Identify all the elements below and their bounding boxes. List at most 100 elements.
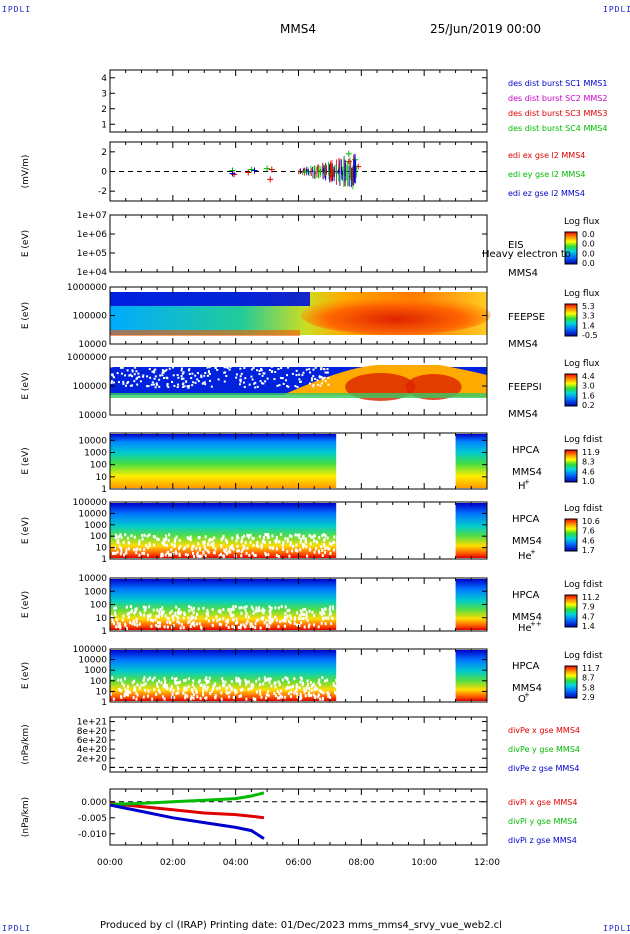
spectrogram-feepsi-speckle: [133, 380, 136, 383]
spectrogram-feepsi-speckle: [137, 372, 140, 375]
spectrogram-speckle: [298, 613, 301, 617]
spectrogram-speckle: [323, 550, 326, 554]
spectrogram-feepsi-speckle: [176, 374, 179, 377]
panel-hpca-he1: [109, 501, 578, 560]
spectrogram-speckle: [318, 536, 321, 540]
spectrogram-speckle: [321, 676, 324, 680]
spectrogram-speckle: [296, 611, 299, 615]
spectrogram-speckle: [264, 533, 267, 537]
spectrogram-speckle: [249, 624, 252, 628]
spectrogram-speckle: [253, 697, 256, 701]
spectrogram-speckle: [189, 697, 192, 701]
spectrogram-feepsi-speckle: [180, 377, 183, 380]
spectrogram-speckle: [147, 678, 150, 682]
spectrogram-speckle: [186, 553, 189, 557]
spectrogram-speckle: [327, 693, 330, 697]
spectrogram-speckle: [261, 607, 264, 611]
spectrogram-speckle: [205, 696, 208, 700]
y-tick-label: 10: [96, 614, 108, 624]
panel-edi: [109, 141, 488, 202]
spectrogram-speckle: [190, 688, 193, 692]
spectrogram-feepsi-speckle: [226, 367, 229, 370]
spectrogram-feepsi-speckle: [316, 379, 319, 382]
spectrogram-speckle: [192, 616, 195, 620]
spectrogram-speckle: [317, 625, 320, 629]
spectrogram-feepsi-speckle: [250, 368, 253, 371]
spectrogram-feepsi-speckle: [192, 381, 195, 384]
spectrogram-speckle: [135, 607, 138, 611]
spectrogram-speckle: [295, 543, 298, 547]
spectrogram-speckle: [119, 626, 122, 630]
spectrogram-speckle: [174, 680, 177, 684]
spectrogram-speckle: [125, 626, 128, 630]
spectrogram-feepsi-speckle: [324, 380, 327, 383]
legend-edi-0: edi ex gse l2 MMS4: [508, 151, 585, 160]
spectrogram-speckle: [160, 552, 163, 556]
spectrogram-feepsi-speckle: [320, 375, 323, 378]
spectrogram-speckle: [166, 551, 169, 555]
spectrogram-feepsi-speckle: [299, 381, 302, 384]
spectrogram-feepsi-speckle: [260, 382, 263, 385]
spectrogram-feepsi-speckle: [285, 379, 288, 382]
spectrogram-feepsi-speckle: [120, 372, 123, 375]
spectrogram-speckle: [205, 616, 208, 620]
spectrogram-speckle: [191, 690, 194, 694]
spectrogram-feepsi-speckle: [273, 378, 276, 381]
spectrogram-speckle: [185, 688, 188, 692]
y-axis-label: E (eV): [21, 662, 31, 689]
legend-divpi-2: divPi z gse MMS4: [508, 836, 577, 845]
spectrogram-speckle: [280, 605, 283, 609]
spectrogram-speckle: [317, 681, 320, 685]
spectrogram-feepsi-speckle: [187, 369, 190, 372]
spectrogram-speckle: [253, 553, 256, 557]
species-label-hpca-h: H: [518, 481, 526, 492]
spectrogram-speckle: [117, 538, 120, 542]
spectrogram-speckle: [313, 539, 316, 543]
spectrogram-speckle: [239, 688, 242, 692]
spectrogram-speckle: [143, 613, 146, 617]
spectrogram-speckle: [195, 612, 198, 616]
spectrogram-speckle: [148, 533, 151, 537]
spectrogram-speckle: [316, 687, 319, 691]
spectrogram-speckle: [216, 619, 219, 623]
spectrogram-feepsi-speckle: [312, 375, 315, 378]
spectrogram-speckle: [222, 534, 225, 538]
spectrogram-speckle: [281, 695, 284, 699]
spectrogram-speckle: [218, 622, 221, 626]
spectrogram-feepsi-speckle: [173, 384, 176, 387]
spectrogram-feepsi-speckle: [286, 385, 289, 388]
spectrogram-speckle: [227, 625, 230, 629]
colorbar-tick-eis: 0.0: [582, 230, 595, 239]
spectrogram-speckle: [139, 686, 142, 690]
spectrogram-speckle: [192, 693, 195, 697]
colorbar-tick-hpca-he1: 7.6: [582, 527, 595, 536]
colorbar-tick-feepse: 1.4: [582, 321, 595, 330]
spectrogram-speckle: [263, 540, 266, 544]
spectrogram-speckle: [248, 553, 251, 557]
spectrogram-speckle: [199, 696, 202, 700]
spectrogram-speckle: [124, 692, 127, 696]
spectrogram-speckle: [275, 547, 278, 551]
spectrogram-speckle: [232, 608, 235, 612]
spectrogram-speckle: [164, 538, 167, 542]
spectrogram-speckle: [184, 693, 187, 697]
spectrogram-feepsi-speckle: [295, 374, 298, 377]
spectrogram-speckle: [163, 677, 166, 681]
spectrogram-speckle: [305, 545, 308, 549]
spectrogram-speckle: [281, 544, 284, 548]
spectrogram-speckle: [262, 611, 265, 615]
spectrogram-speckle: [230, 613, 233, 617]
spectrogram-speckle: [295, 549, 298, 553]
spectrogram-speckle: [158, 612, 161, 616]
spectrogram-speckle: [321, 534, 324, 538]
spectrogram-speckle: [219, 610, 222, 614]
spectrogram-speckle: [133, 548, 136, 552]
spectrogram-speckle: [126, 692, 129, 696]
y-tick-label: 1e+07: [77, 211, 107, 221]
spectrogram-speckle: [329, 612, 332, 616]
spectrogram-speckle: [269, 613, 272, 617]
spectrogram-speckle: [116, 540, 119, 544]
spectrogram-speckle: [161, 606, 164, 610]
y-tick-label: 2: [101, 148, 107, 158]
spectrogram-speckle: [324, 534, 327, 538]
